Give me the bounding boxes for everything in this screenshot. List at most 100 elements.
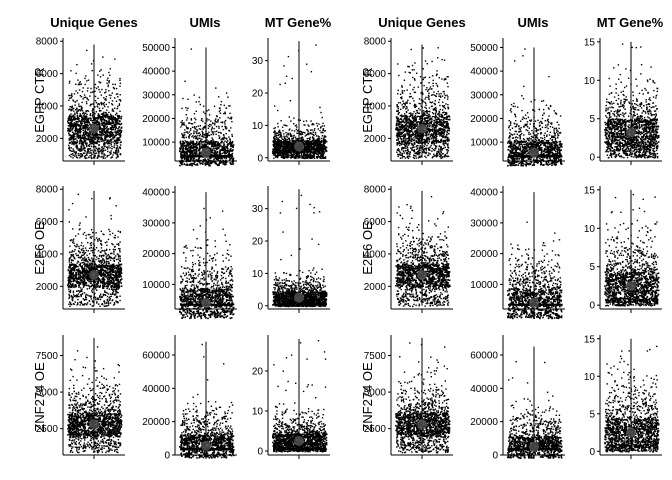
panel-egfp-ctr-umis-left-point [210, 162, 213, 165]
panel-egfp-ctr-unique-genes-left-point [103, 144, 105, 146]
row-labels: EGFP CTR E2F6 OE ZNF274 OE EGFP CTR E2F6… [32, 67, 375, 431]
panel-egfp-ctr-unique-genes-right-point [435, 82, 437, 85]
panel-egfp-ctr-unique-genes-left-point [84, 147, 86, 149]
panel-egfp-ctr-unique-genes-right-point [413, 150, 415, 153]
panel-egfp-ctr-unique-genes-left-point [70, 106, 73, 108]
panel-egfp-ctr-unique-genes-left-point [84, 136, 86, 138]
panel-egfp-ctr-unique-genes-right-point [396, 106, 398, 108]
panel-egfp-ctr-umis-left-point [224, 137, 226, 139]
panel-egfp-ctr-umis-left-point [219, 153, 222, 156]
panel-egfp-ctr-mt-gene-left-point [276, 151, 279, 153]
panel-egfp-ctr-mt-gene-left-point [310, 120, 312, 122]
panel-egfp-ctr-unique-genes-left-point [78, 105, 81, 108]
panel-egfp-ctr-unique-genes-right-point [433, 107, 435, 110]
panel-egfp-ctr-umis-left-point [219, 154, 222, 157]
panel-egfp-ctr-unique-genes-left-point [94, 152, 97, 155]
panel-egfp-ctr-mt-gene-left-point [281, 136, 283, 138]
panel-egfp-ctr-unique-genes-left-point [117, 141, 119, 143]
panel-egfp-ctr-mt-gene-left-point [290, 120, 292, 122]
panel-egfp-ctr-mt-gene-left-point [286, 138, 289, 141]
panel-egfp-ctr-umis-left-point [179, 147, 181, 149]
panel-egfp-ctr-unique-genes-left-point [87, 87, 89, 89]
panel-egfp-ctr-umis-left-point [199, 137, 201, 140]
panel-egfp-ctr-mt-gene-left-point [319, 143, 321, 146]
panel-egfp-ctr-unique-genes-left-point [108, 121, 110, 124]
panel-egfp-ctr-unique-genes-left-point [102, 157, 104, 159]
panel-egfp-ctr-unique-genes-left-point [77, 92, 79, 94]
panel-egfp-ctr-mt-gene-left-point [279, 153, 282, 156]
panel-egfp-ctr-unique-genes-left-point [68, 116, 71, 119]
panel-egfp-ctr-unique-genes-right-point [402, 147, 404, 149]
panel-egfp-ctr-umis-left-point [214, 143, 217, 146]
panel-egfp-ctr-mt-gene-left-point [291, 144, 294, 146]
panel-egfp-ctr-unique-genes-left-point [89, 132, 92, 134]
panel-egfp-ctr-unique-genes-right-point [433, 109, 436, 111]
panel-egfp-ctr-umis-left-point [229, 150, 231, 152]
panel-egfp-ctr-umis-left-point [193, 145, 195, 148]
panel-egfp-ctr-mt-gene-left-point [273, 145, 275, 148]
panel-egfp-ctr-unique-genes-right-point [427, 154, 429, 157]
panel-egfp-ctr-umis-left-point [192, 149, 194, 152]
panel-egfp-ctr-unique-genes-left-point [118, 139, 120, 141]
panel-egfp-ctr-umis-left-point [195, 142, 198, 145]
panel-egfp-ctr-unique-genes-left-point [71, 124, 73, 127]
panel-egfp-ctr-unique-genes-right-point [424, 76, 426, 78]
panel-egfp-ctr-unique-genes-left-point [73, 135, 76, 138]
panel-egfp-ctr-unique-genes-left-point [105, 112, 107, 114]
panel-egfp-ctr-unique-genes-left-point [68, 139, 70, 141]
panel-egfp-ctr-unique-genes-left-point [120, 131, 122, 133]
panel-egfp-ctr-unique-genes-left-point [71, 105, 73, 107]
panel-egfp-ctr-unique-genes-left-point [104, 114, 106, 117]
panel-egfp-ctr-unique-genes-right-point [417, 153, 419, 155]
panel-egfp-ctr-mt-gene-left-point [318, 146, 320, 149]
panel-egfp-ctr-umis-left-point [191, 155, 194, 158]
panel-egfp-ctr-unique-genes-left-point [110, 157, 112, 159]
panel-egfp-ctr-unique-genes-left-point [110, 132, 113, 134]
panel-egfp-ctr-unique-genes-right-point [414, 127, 416, 129]
panel-egfp-ctr-umis-left-point [210, 157, 212, 159]
panel-egfp-ctr-mt-gene-left-point [284, 82, 286, 84]
panel-egfp-ctr-mt-gene-left-point [317, 138, 319, 141]
panel-egfp-ctr-unique-genes-left-point [83, 145, 85, 147]
panel-egfp-ctr-unique-genes-right-point [401, 135, 403, 137]
panel-egfp-ctr-unique-genes-left-point [94, 157, 96, 159]
panel-egfp-ctr-unique-genes-right-point [432, 156, 434, 158]
panel-egfp-ctr-unique-genes-right-point [436, 151, 438, 153]
panel-egfp-ctr-mt-gene-left-point [274, 143, 276, 145]
panel-egfp-ctr-unique-genes-left-point [77, 136, 80, 138]
panel-egfp-ctr-umis-left-point [191, 136, 193, 138]
panel-egfp-ctr-umis-left-point [215, 125, 218, 128]
panel-egfp-ctr-unique-genes-left-point [113, 146, 115, 148]
panel-egfp-ctr-mt-gene-left-point [299, 132, 301, 135]
panel-egfp-ctr-unique-genes-left-point [103, 112, 105, 115]
panel-egfp-ctr-unique-genes-left-point [94, 134, 97, 137]
panel-egfp-ctr-unique-genes-left-point [116, 153, 119, 155]
panel-egfp-ctr-unique-genes-left-point [84, 112, 87, 114]
panel-egfp-ctr-unique-genes-left-point [72, 123, 74, 125]
panel-egfp-ctr-unique-genes-left-point [69, 122, 72, 124]
panel-egfp-ctr-umis-left-point [222, 121, 224, 123]
panel-egfp-ctr-unique-genes-left-point [118, 99, 121, 101]
panel-egfp-ctr-mt-gene-left-point [318, 145, 320, 147]
panel-egfp-ctr-unique-genes-left-point [103, 148, 105, 150]
panel-egfp-ctr-umis-left-point [185, 164, 187, 166]
panel-egfp-ctr-unique-genes-left-point [96, 148, 99, 151]
panel-egfp-ctr-unique-genes-right-point [443, 90, 445, 93]
panel-egfp-ctr-unique-genes-left-point [79, 149, 81, 151]
panel-egfp-ctr-umis-left-point [210, 120, 212, 122]
panel-egfp-ctr-mt-gene-left-point [305, 134, 308, 136]
panel-egfp-ctr-unique-genes-left-point [74, 104, 76, 106]
panel-egfp-ctr-unique-genes-left-point [101, 129, 103, 132]
panel-egfp-ctr-umis-left-point [212, 148, 214, 150]
panel-egfp-ctr-umis-left-point [218, 157, 221, 159]
panel-egfp-ctr-umis-left-point [198, 101, 200, 103]
panel-egfp-ctr-unique-genes-left-point [80, 108, 83, 110]
panel-egfp-ctr-umis-left-point [190, 118, 192, 120]
panel-egfp-ctr-mt-gene-left-point [300, 130, 303, 133]
panel-egfp-ctr-unique-genes-left-point [116, 119, 118, 121]
panel-egfp-ctr-unique-genes-right-point [438, 123, 440, 125]
panel-egfp-ctr-mt-gene-left-point [311, 154, 314, 157]
panel-egfp-ctr-mt-gene-left-point [321, 137, 323, 140]
panel-egfp-ctr-umis-left-point [228, 143, 230, 145]
panel-egfp-ctr-umis-left-point [185, 144, 187, 146]
